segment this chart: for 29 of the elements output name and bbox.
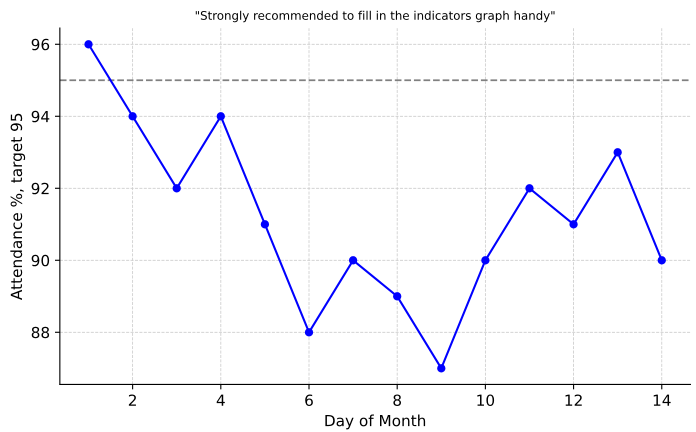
x-tick-label: 12 (566, 394, 582, 406)
point (216, 112, 225, 120)
point (393, 292, 402, 300)
point (569, 220, 578, 228)
y-tick-label: 96 (32, 38, 50, 50)
point (128, 112, 137, 120)
y-tick-label: 88 (32, 326, 50, 338)
x-tick-label: 4 (216, 394, 225, 406)
x-tick-label: 6 (305, 394, 313, 406)
y-tick-label: 92 (32, 182, 49, 194)
x-tick-label: 2 (128, 394, 136, 406)
x-tick-label: 14 (654, 394, 671, 406)
point (348, 256, 358, 264)
x-tick-label: 8 (393, 394, 402, 406)
point (172, 184, 181, 192)
x-axis-title: Day of Month (325, 414, 426, 430)
point (260, 220, 270, 228)
y-tick-label: 90 (32, 254, 50, 266)
point (658, 256, 666, 264)
point (525, 184, 534, 192)
x-tick-label: 10 (477, 394, 494, 406)
point (614, 148, 622, 156)
chart-title: "Strongly recommended to fill in the indicators graph handy" (196, 10, 554, 22)
point (437, 364, 446, 372)
y-axis-title: Attendance %, target 95 (10, 114, 26, 300)
point (304, 328, 314, 336)
point (481, 256, 490, 264)
y-tick-label: 94 (32, 110, 50, 122)
point (84, 40, 93, 48)
